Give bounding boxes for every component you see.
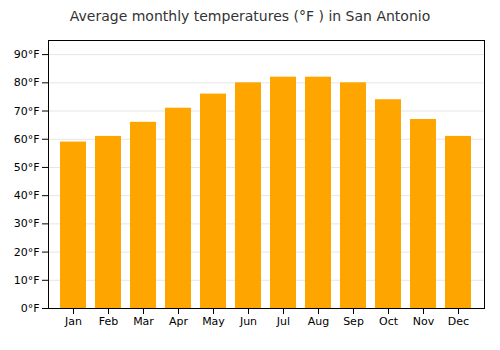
svg-text:80°F: 80°F [14, 76, 40, 89]
svg-text:20°F: 20°F [14, 246, 40, 259]
svg-text:60°F: 60°F [14, 133, 40, 146]
svg-text:Sep: Sep [343, 315, 364, 328]
svg-text:Jun: Jun [239, 315, 257, 328]
svg-text:70°F: 70°F [14, 105, 40, 118]
svg-text:May: May [202, 315, 225, 328]
svg-text:Mar: Mar [133, 315, 154, 328]
svg-text:Oct: Oct [379, 315, 399, 328]
svg-text:90°F: 90°F [14, 48, 40, 61]
svg-text:Dec: Dec [448, 315, 469, 328]
svg-text:Feb: Feb [99, 315, 118, 328]
svg-text:Apr: Apr [169, 315, 189, 328]
svg-text:Aug: Aug [308, 315, 329, 328]
svg-text:0°F: 0°F [21, 302, 40, 315]
svg-text:40°F: 40°F [14, 189, 40, 202]
html-text:Average monthly temperatures (: Average monthly temperatures (°F ) in Sa… [69, 8, 431, 24]
svg-text:Jul: Jul [276, 315, 290, 328]
svg-text:Nov: Nov [413, 315, 435, 328]
svg-text:30°F: 30°F [14, 217, 40, 230]
svg-text:Jan: Jan [64, 315, 82, 328]
svg-text:10°F: 10°F [14, 274, 40, 287]
svg-text:50°F: 50°F [14, 161, 40, 174]
